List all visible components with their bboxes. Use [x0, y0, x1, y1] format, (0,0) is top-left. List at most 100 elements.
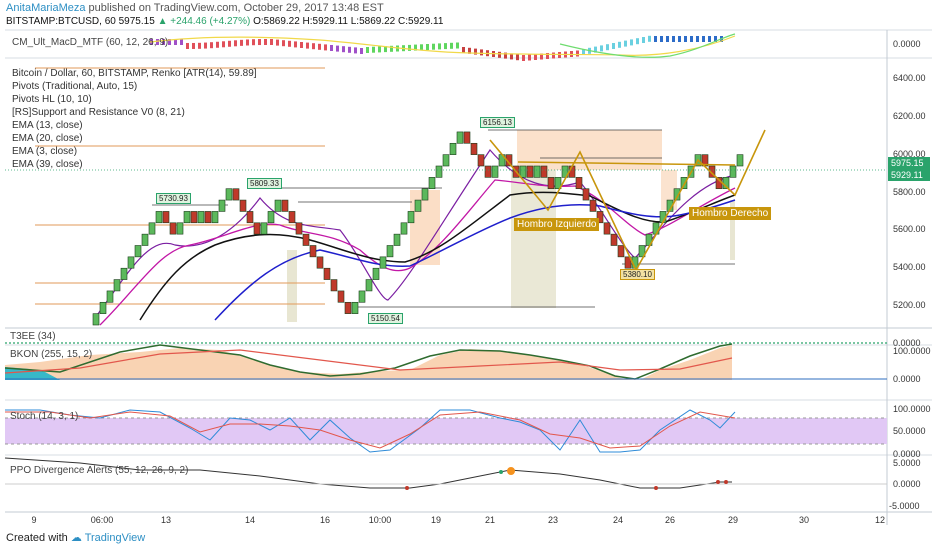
bkon-area [5, 345, 732, 380]
renko-brick-down [575, 177, 583, 190]
footer: Created with ☁ TradingView [6, 531, 145, 544]
renko-brick-up [421, 188, 429, 201]
macd-bar [666, 36, 669, 42]
renko-brick-down [162, 211, 170, 224]
macd-bar [318, 43, 321, 50]
macd-bar [444, 43, 447, 50]
time-tick: 23 [547, 515, 559, 525]
renko-brick-down [323, 267, 331, 280]
macd-bar [540, 53, 543, 60]
renko-brick-up [442, 154, 450, 167]
macd-bar [480, 49, 483, 56]
macd-bar [234, 40, 237, 47]
macd-bar [258, 39, 261, 46]
annotation-5809: 5809.33 [247, 178, 282, 189]
stoch-k-line [5, 409, 736, 453]
macd-bar [180, 39, 183, 45]
macd-bar [582, 49, 585, 55]
renko-brick-up [358, 290, 366, 303]
price-tick: 5800.00 [893, 186, 926, 197]
macd-bar [366, 47, 369, 53]
ppo-marker-red-3 [716, 480, 720, 484]
renko-brick-down [708, 165, 716, 178]
renko-brick-down [617, 245, 625, 258]
renko-brick-up [113, 279, 121, 292]
macd-bar [156, 39, 159, 45]
renko-brick-up [351, 301, 359, 314]
renko-brick-up [141, 233, 149, 246]
macd-bar [504, 52, 507, 59]
sr-lines [152, 129, 735, 308]
publish-info: AnitaMariaMeza published on TradingView.… [6, 2, 384, 14]
time-tick: 19 [430, 515, 442, 525]
time-tick: 9 [31, 515, 37, 525]
price-tick: 5600.00 [893, 224, 926, 235]
renko-brick-up [134, 245, 142, 258]
axis-stoch-tick-100: 100.0000 [893, 404, 931, 414]
renko-brick-down [246, 211, 254, 224]
renko-brick-down [288, 211, 296, 224]
macd-bar [246, 39, 249, 46]
zone-tan-3 [730, 200, 735, 260]
renko-brick-up [533, 165, 541, 178]
author-link[interactable]: AnitaMariaMeza [6, 2, 86, 14]
tradingview-link[interactable]: TradingView [84, 532, 146, 544]
annotation-5730: 5730.93 [156, 193, 191, 204]
renko-brick-down [344, 301, 352, 314]
macd-bar [528, 54, 531, 61]
macd-bar [414, 44, 417, 51]
macd-bar [210, 42, 213, 49]
renko-brick-up [652, 222, 660, 235]
ppo-marker-red-2 [654, 486, 658, 490]
axis-bkon-tick-100: 100.0000 [893, 346, 931, 356]
renko-brick-down [582, 188, 590, 201]
ema-13-line [99, 179, 736, 326]
macd-bar [552, 52, 555, 59]
macd-bar [576, 50, 579, 57]
macd-bar [432, 43, 435, 50]
macd-bar [648, 35, 651, 42]
bkon-green-line [4, 343, 733, 380]
macd-bar [516, 54, 519, 61]
macd-bar [534, 54, 537, 60]
renko-brick-up [449, 142, 457, 155]
main-pane-labels: Bitcoin / Dollar, 60, BITSTAMP, Renko [A… [12, 67, 257, 171]
renko-brick-down [169, 222, 177, 235]
renko-brick-up [225, 188, 233, 201]
renko-brick-up [155, 211, 163, 224]
macd-bar [408, 44, 411, 51]
renko-brick-up [365, 279, 373, 292]
renko-brick-up [183, 211, 191, 224]
ppo-marker-red-1 [405, 486, 409, 490]
ema-3-line [94, 149, 736, 319]
zone-tan-1 [511, 170, 556, 308]
time-tick: 29 [727, 515, 739, 525]
macd-bar [216, 41, 219, 48]
renko-brick-up [456, 131, 464, 144]
macd-bar [252, 39, 255, 46]
macd-bar [222, 41, 225, 48]
macd-bar [162, 39, 165, 45]
renko-brick-up [414, 199, 422, 212]
macd-bar [396, 45, 399, 52]
macd-bar [522, 55, 525, 61]
macd-bar [420, 44, 423, 51]
macd-bar [378, 46, 381, 53]
renko-brick-up [638, 245, 646, 258]
macd-bar [384, 46, 387, 53]
macd-bar [636, 38, 639, 45]
macd-bar [630, 39, 633, 46]
price-tick: 6000.00 [893, 148, 926, 159]
macd-bar [708, 36, 711, 42]
bkon-teal-area [5, 367, 60, 380]
renko-brick-up [274, 199, 282, 212]
renko-brick-down [589, 199, 597, 212]
annotation-hombro-izquierdo: Hombro Izquierdo [514, 218, 600, 231]
macd-bar [468, 47, 471, 54]
renko-brick-up [127, 256, 135, 269]
macd-bar [360, 48, 363, 54]
macd-bar [660, 36, 663, 42]
macd-bar [714, 36, 717, 42]
renko-brick-down [190, 211, 198, 224]
